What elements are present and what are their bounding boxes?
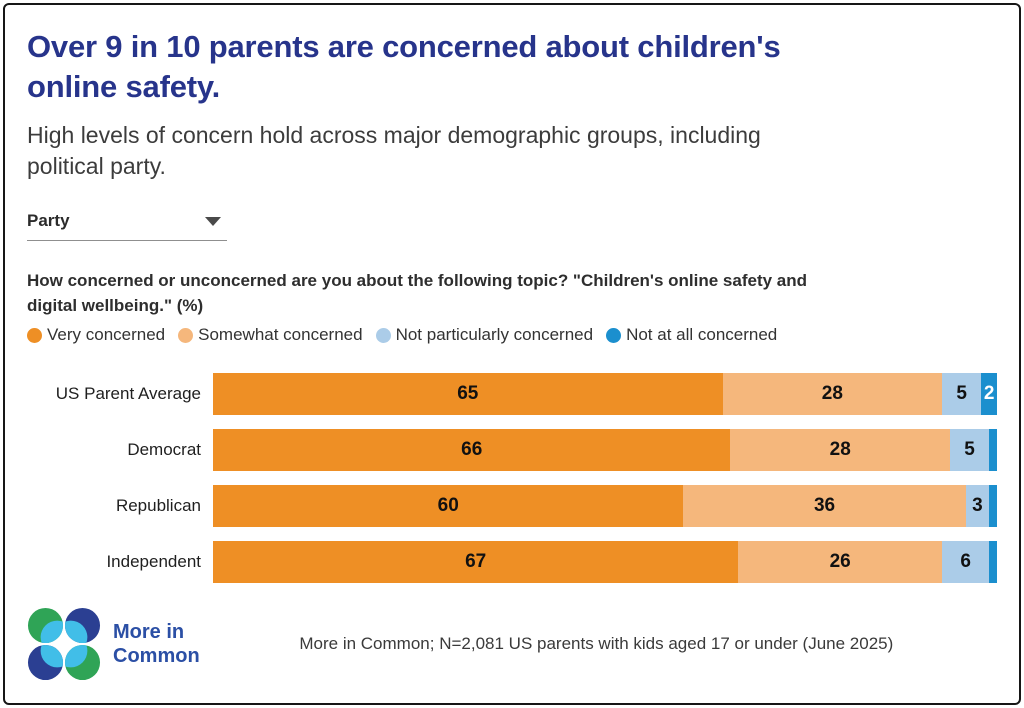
legend-dot — [375, 327, 391, 343]
party-dropdown[interactable]: Party — [27, 211, 227, 242]
party-dropdown-label: Party — [27, 211, 70, 231]
question-line-2: digital wellbeing." (%) — [27, 295, 204, 315]
bar-segment: 6 — [942, 541, 990, 584]
bar-segment: 28 — [722, 373, 943, 416]
category-label: Independent — [106, 552, 201, 572]
brand-line-2: Common — [113, 645, 200, 668]
brand-name: More in Common — [113, 620, 200, 668]
stacked-bar: 65 28 5 2 — [213, 373, 997, 416]
brand-line-1: More in — [113, 621, 185, 644]
bar-segment: 66 — [213, 429, 731, 472]
chart-row: Republican 60 36 3 — [27, 485, 997, 528]
legend-label: Not particularly concerned — [395, 325, 594, 345]
bar-value-label: 5 — [956, 383, 967, 405]
legend-item: Very concerned — [27, 325, 165, 345]
bar-segment: 65 — [213, 373, 723, 416]
bar-segment — [989, 541, 997, 584]
bar-segment: 3 — [965, 485, 990, 528]
title-line-1: Over 9 in 10 parents are concerned about… — [27, 29, 781, 64]
bar-segment: 60 — [213, 485, 684, 528]
category-label: Democrat — [127, 440, 201, 460]
bar-segment: 5 — [949, 429, 990, 472]
chart-row: Democrat 66 28 5 — [27, 429, 997, 472]
page-title: Over 9 in 10 parents are concerned about… — [27, 27, 997, 108]
page-subtitle: High levels of concern hold across major… — [27, 120, 997, 183]
bar-value-label: 28 — [821, 383, 843, 405]
category-label: Republican — [115, 496, 201, 516]
bar-value-label: 66 — [461, 439, 483, 461]
bar-value-label: 28 — [829, 439, 851, 461]
legend-label: Very concerned — [47, 325, 166, 345]
bar-value-label: 6 — [960, 551, 971, 573]
bar-segment: 2 — [981, 373, 997, 416]
bar-chart-rows: US Parent Average 65 28 5 2 Democrat 66 28 5 Repu… — [27, 373, 997, 584]
bar-value-label: 36 — [813, 495, 836, 517]
brand: More in Common — [27, 607, 200, 681]
bar-value-label: 26 — [829, 551, 851, 573]
chart-row: US Parent Average 65 28 5 2 — [27, 373, 997, 416]
bar-segment: 67 — [213, 541, 739, 584]
bar-value-label: 60 — [437, 495, 459, 517]
legend-item: Not at all concerned — [606, 325, 777, 345]
legend-dot — [178, 327, 194, 343]
legend-dot — [27, 327, 42, 343]
chart-row: Independent 67 26 6 — [27, 541, 997, 584]
chevron-down-icon — [205, 216, 221, 226]
category-label: US Parent Average — [55, 384, 201, 404]
legend-item: Not particularly concerned — [375, 325, 594, 345]
legend-dot — [606, 327, 622, 343]
bar-segment: 36 — [683, 485, 966, 528]
stacked-bar: 66 28 5 — [213, 429, 997, 472]
bar-segment — [989, 429, 997, 472]
question-line-1: How concerned or unconcerned are you abo… — [27, 271, 808, 291]
bar-segment: 26 — [738, 541, 943, 584]
source-note: More in Common; N=2,081 US parents with … — [299, 634, 894, 654]
bar-segment: 28 — [730, 429, 950, 472]
chart-card: Over 9 in 10 parents are concerned about… — [3, 3, 1021, 705]
subtitle-line-1: High levels of concern hold across major… — [27, 121, 761, 148]
footer: More in Common More in Common; N=2,081 U… — [27, 607, 997, 681]
bar-value-label: 3 — [972, 495, 983, 517]
title-line-2: online safety. — [27, 69, 221, 105]
legend-item: Somewhat concerned — [178, 325, 363, 345]
legend-label: Not at all concerned — [626, 325, 778, 345]
bar-value-label: 65 — [457, 383, 479, 405]
stacked-bar: 67 26 6 — [213, 541, 997, 584]
survey-question: How concerned or unconcerned are you abo… — [27, 269, 997, 318]
bar-value-label: 67 — [465, 551, 487, 573]
bar-segment: 5 — [942, 373, 982, 416]
legend: Very concerned Somewhat concerned Not pa… — [27, 325, 997, 345]
stacked-bar: 60 36 3 — [213, 485, 997, 528]
bar-value-label: 2 — [983, 383, 995, 405]
bar-value-label: 5 — [964, 439, 975, 461]
bar-segment — [989, 485, 997, 528]
subtitle-line-2: political party. — [27, 153, 166, 180]
legend-label: Somewhat concerned — [198, 325, 363, 345]
more-in-common-logo-icon — [27, 608, 101, 681]
